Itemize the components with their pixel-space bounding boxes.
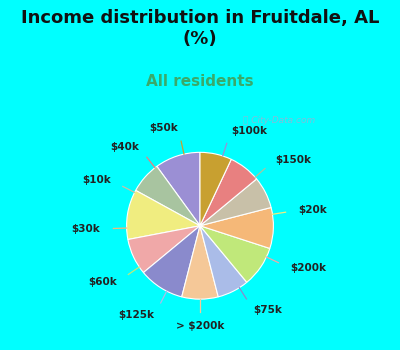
Text: $30k: $30k: [71, 224, 100, 234]
Text: $150k: $150k: [275, 155, 311, 164]
Text: > $200k: > $200k: [176, 321, 224, 331]
Text: ⓘ City-Data.com: ⓘ City-Data.com: [243, 116, 315, 125]
Wedge shape: [200, 179, 271, 226]
Wedge shape: [144, 226, 200, 297]
Text: $10k: $10k: [82, 175, 111, 186]
Text: $200k: $200k: [290, 263, 326, 273]
Wedge shape: [200, 226, 247, 297]
Text: $40k: $40k: [110, 142, 139, 152]
Wedge shape: [182, 226, 218, 299]
Text: All residents: All residents: [146, 74, 254, 89]
Wedge shape: [200, 226, 270, 282]
Text: $125k: $125k: [119, 310, 155, 320]
Wedge shape: [136, 166, 200, 226]
Wedge shape: [200, 159, 256, 226]
Text: $60k: $60k: [89, 277, 117, 287]
Wedge shape: [126, 190, 200, 239]
Wedge shape: [157, 152, 200, 226]
Text: $50k: $50k: [150, 123, 178, 133]
Wedge shape: [128, 226, 200, 273]
Text: $75k: $75k: [254, 305, 282, 315]
Text: $100k: $100k: [231, 126, 267, 136]
Text: Income distribution in Fruitdale, AL
(%): Income distribution in Fruitdale, AL (%): [21, 9, 379, 48]
Wedge shape: [200, 208, 274, 248]
Text: $20k: $20k: [299, 205, 328, 215]
Wedge shape: [200, 152, 231, 226]
